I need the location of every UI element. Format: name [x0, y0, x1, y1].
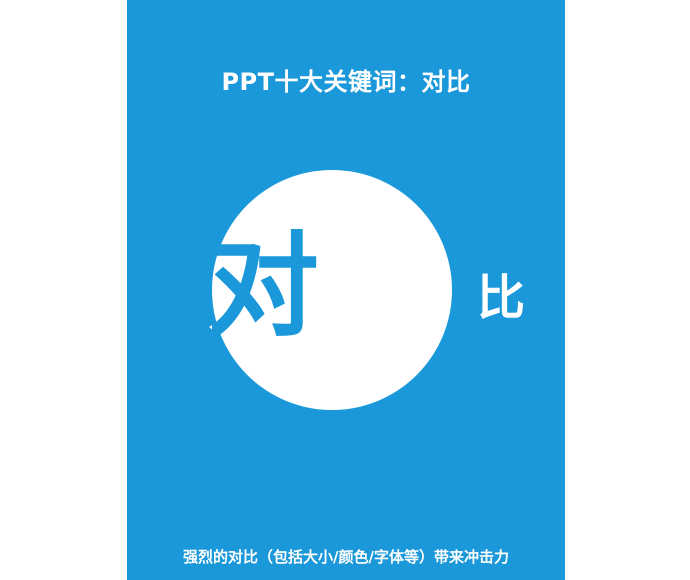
big-char-bi: 比	[477, 270, 526, 326]
slide-caption: 强烈的对比（包括大小/颜色/字体等）带来冲击力	[183, 548, 509, 566]
big-char-dui: 对	[207, 222, 319, 352]
char-overflow-clip: 对	[127, 0, 212, 580]
white-circle	[212, 170, 452, 410]
big-char-dui-overflow: 对	[207, 222, 212, 352]
slide: PPT十大关键词：对比 对 对 比 强烈的对比（包括大小/颜色/字体等）带来冲击…	[127, 0, 565, 580]
slide-title: PPT十大关键词：对比	[221, 68, 471, 96]
